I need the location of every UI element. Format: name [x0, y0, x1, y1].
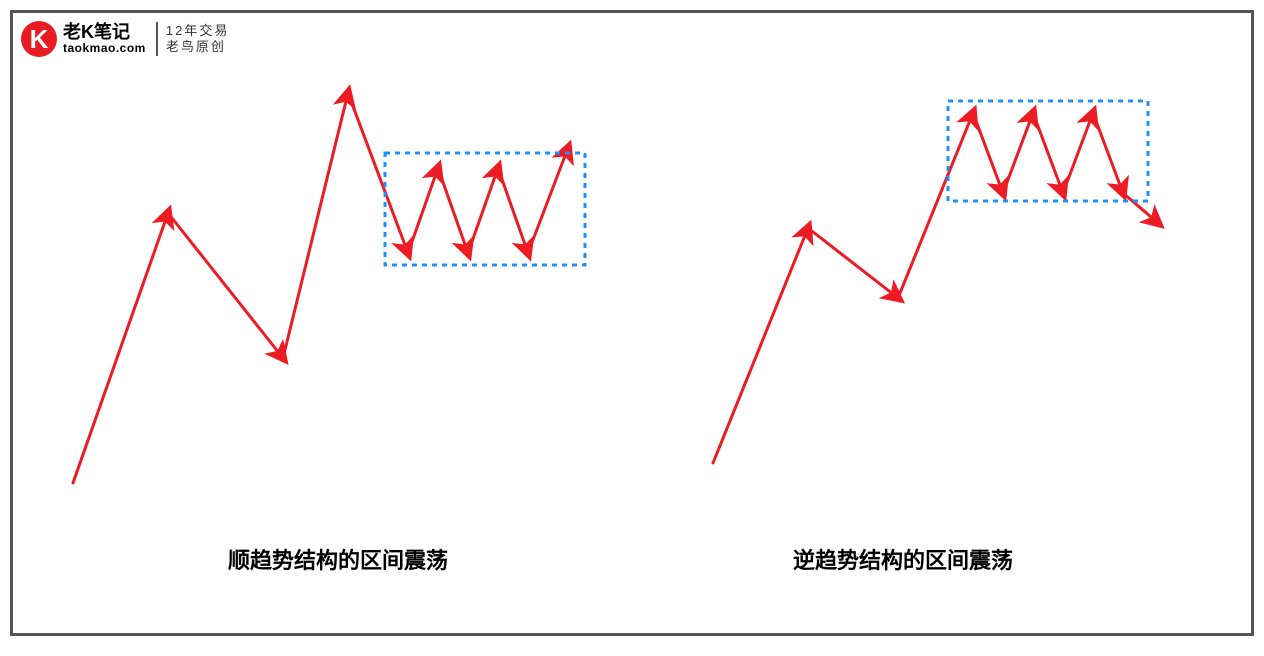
diagram-frame: K 老K笔记 taokmao.com 12年交易 老鸟原创 顺趋势结构的区间震荡…	[10, 10, 1254, 636]
right-segment-7	[1093, 113, 1123, 193]
right-segment-1	[808, 228, 898, 298]
left-caption: 顺趋势结构的区间震荡	[228, 543, 448, 575]
right-segment-0	[713, 228, 808, 463]
left-segment-0	[73, 213, 168, 483]
left-segment-6	[468, 168, 498, 253]
right-segment-2	[898, 113, 973, 298]
right-segment-4	[1003, 113, 1033, 193]
left-segment-5	[438, 168, 468, 253]
right-segment-8	[1123, 193, 1158, 223]
left-segment-8	[528, 148, 568, 253]
left-segment-4	[408, 168, 438, 253]
left-segment-2	[283, 93, 348, 358]
diagram-svg	[13, 13, 1251, 633]
left-segment-3	[348, 93, 408, 253]
right-caption: 逆趋势结构的区间震荡	[793, 543, 1013, 575]
right-segment-3	[973, 113, 1003, 193]
right-segment-6	[1063, 113, 1093, 193]
left-segment-1	[168, 213, 283, 358]
right-segment-5	[1033, 113, 1063, 193]
left-segment-7	[498, 168, 528, 253]
